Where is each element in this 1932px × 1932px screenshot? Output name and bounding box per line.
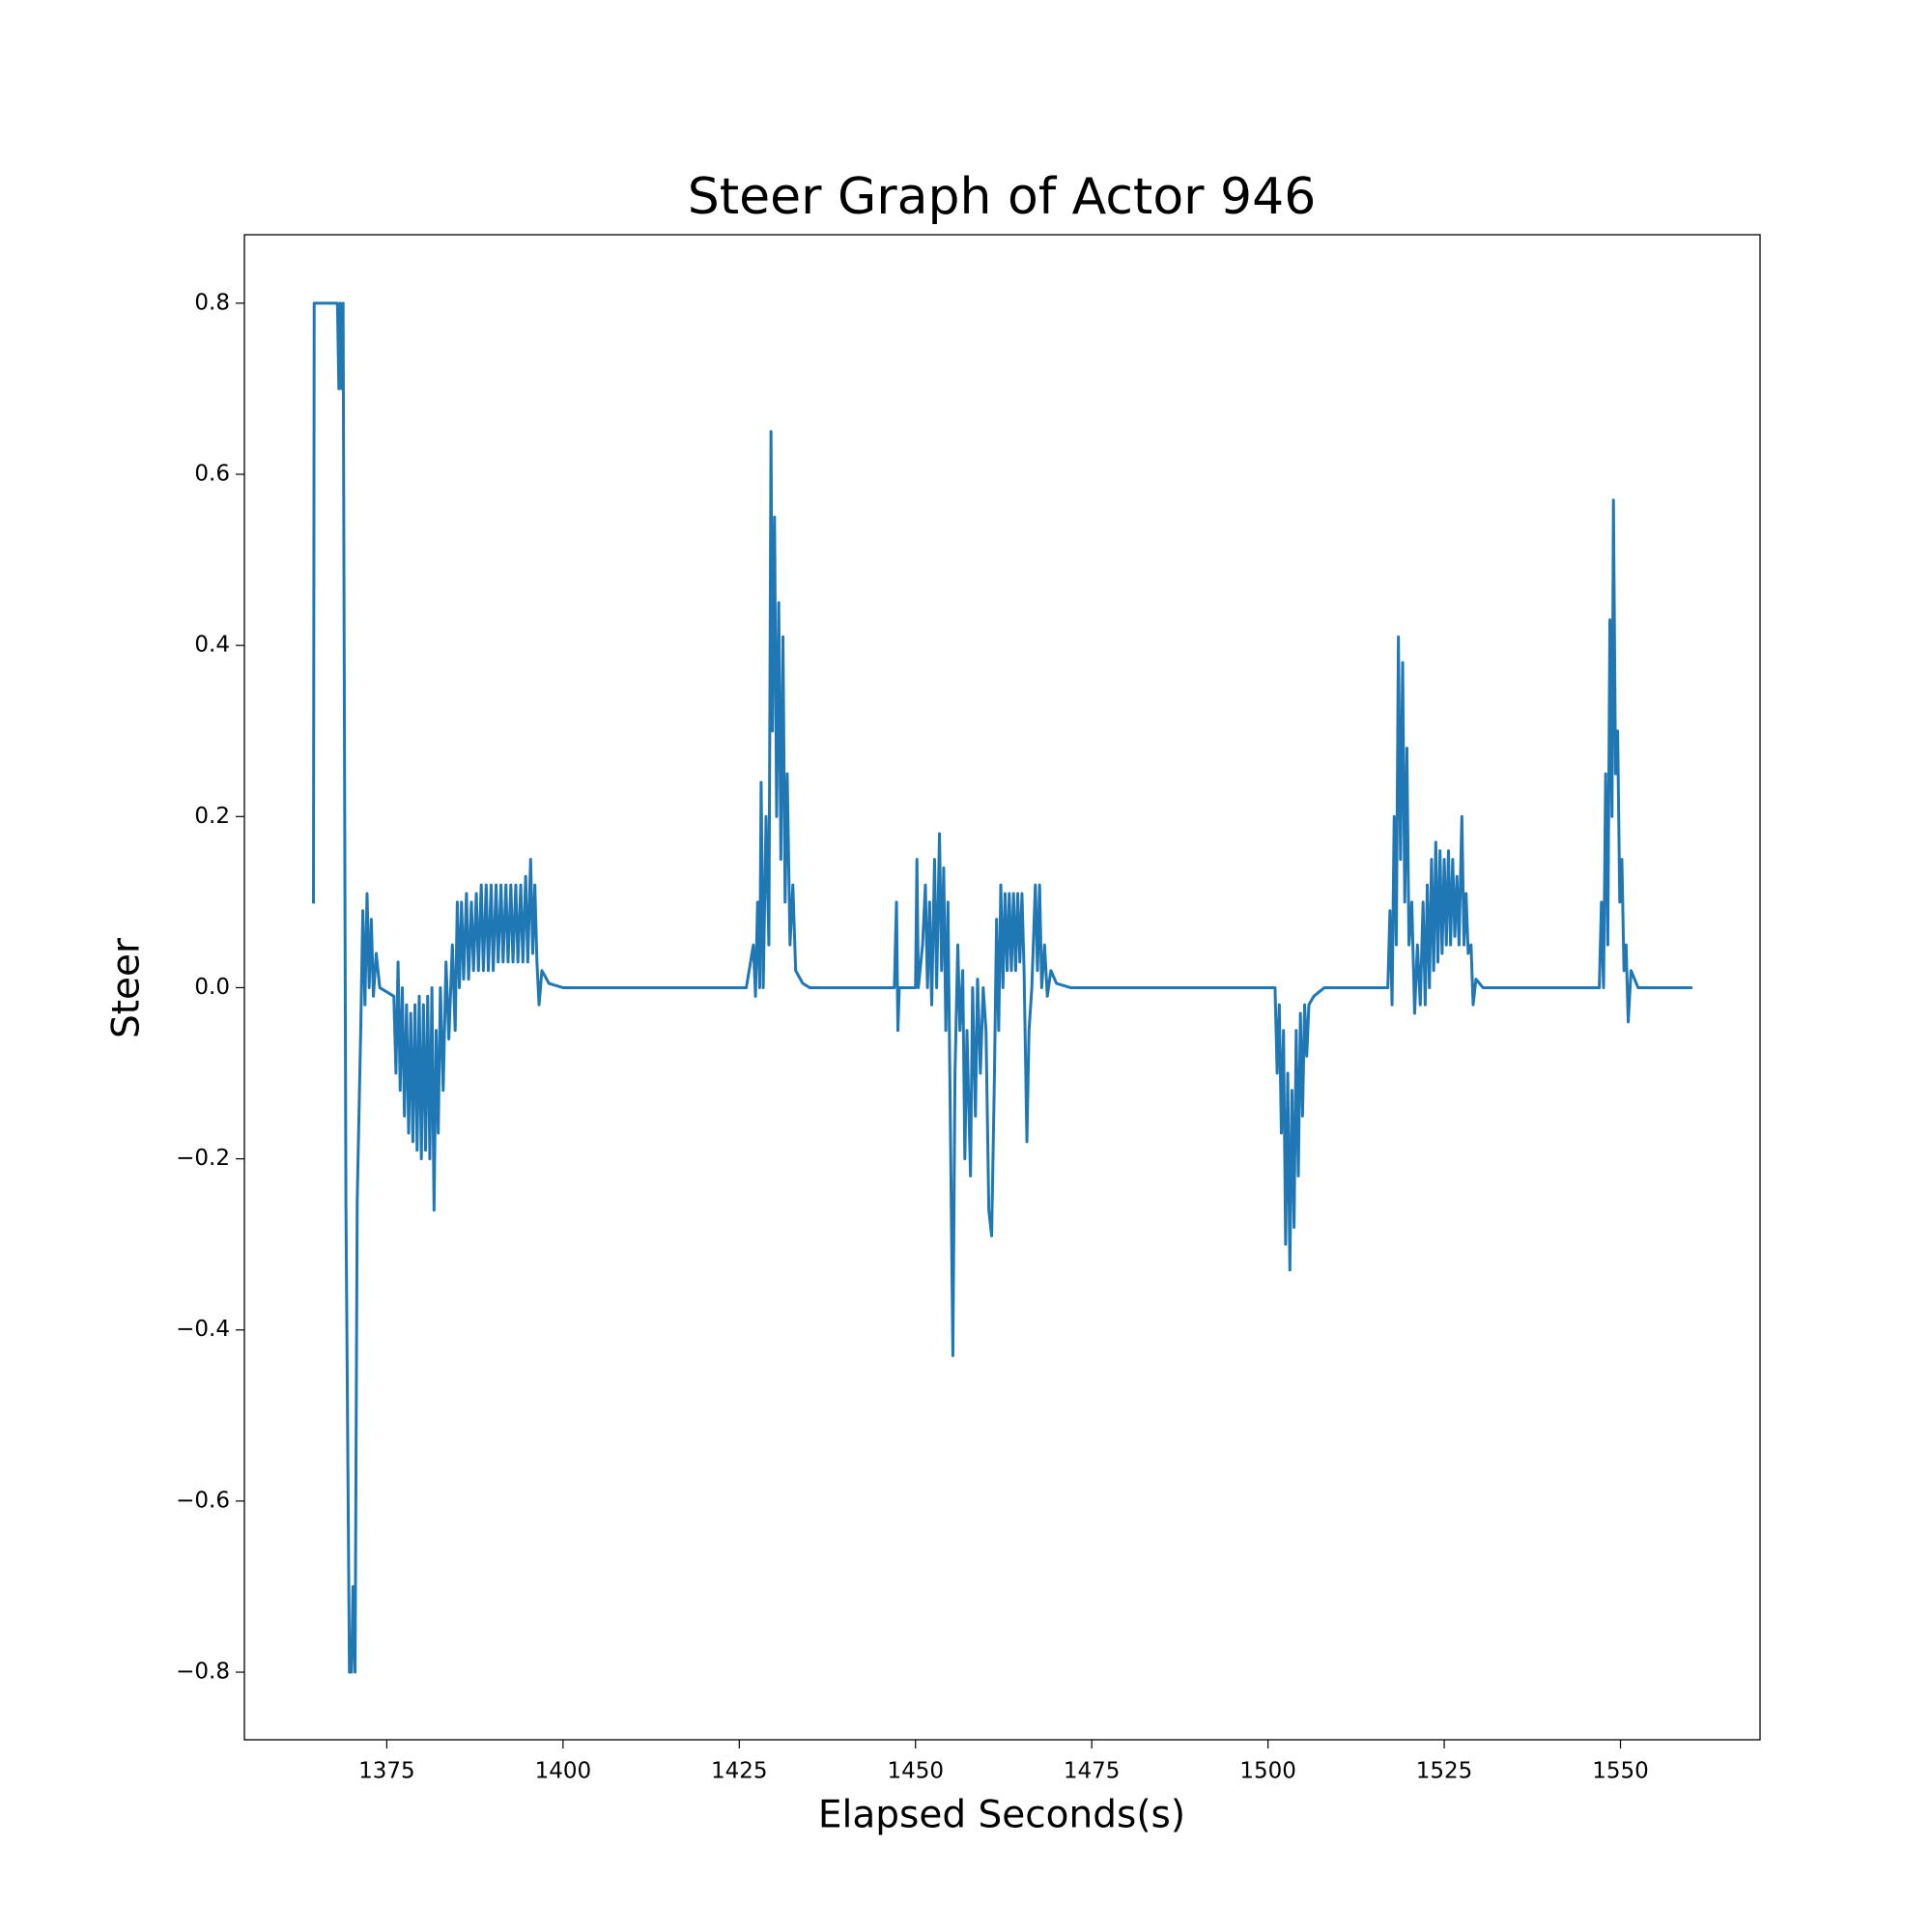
y-tick-label: −0.8	[176, 1660, 230, 1685]
y-tick-label: −0.2	[176, 1146, 230, 1171]
y-tick-label: 0.4	[194, 633, 230, 658]
y-tick-label: 0.2	[194, 804, 230, 829]
x-tick-label: 1450	[887, 1759, 944, 1784]
x-axis-label: Elapsed Seconds(s)	[818, 1794, 1185, 1837]
x-tick-label: 1500	[1239, 1759, 1296, 1784]
x-tick-label: 1475	[1064, 1759, 1121, 1784]
y-tick-label: −0.4	[176, 1317, 230, 1342]
x-tick-label: 1425	[711, 1759, 768, 1784]
x-tick-label: 1525	[1416, 1759, 1473, 1784]
y-axis-label: Steer	[105, 937, 149, 1038]
chart-title: Steer Graph of Actor 946	[688, 168, 1317, 226]
plot-frame	[243, 234, 1761, 1741]
x-tick-label: 1400	[535, 1759, 592, 1784]
data-line	[312, 301, 1692, 1674]
y-tick-label: 0.6	[194, 462, 230, 487]
x-tick-label: 1375	[358, 1759, 415, 1784]
y-tick-label: −0.6	[176, 1488, 230, 1513]
y-tick-label: 0.8	[194, 290, 230, 315]
x-tick-label: 1550	[1592, 1759, 1649, 1784]
y-tick-label: 0.0	[194, 975, 230, 1000]
